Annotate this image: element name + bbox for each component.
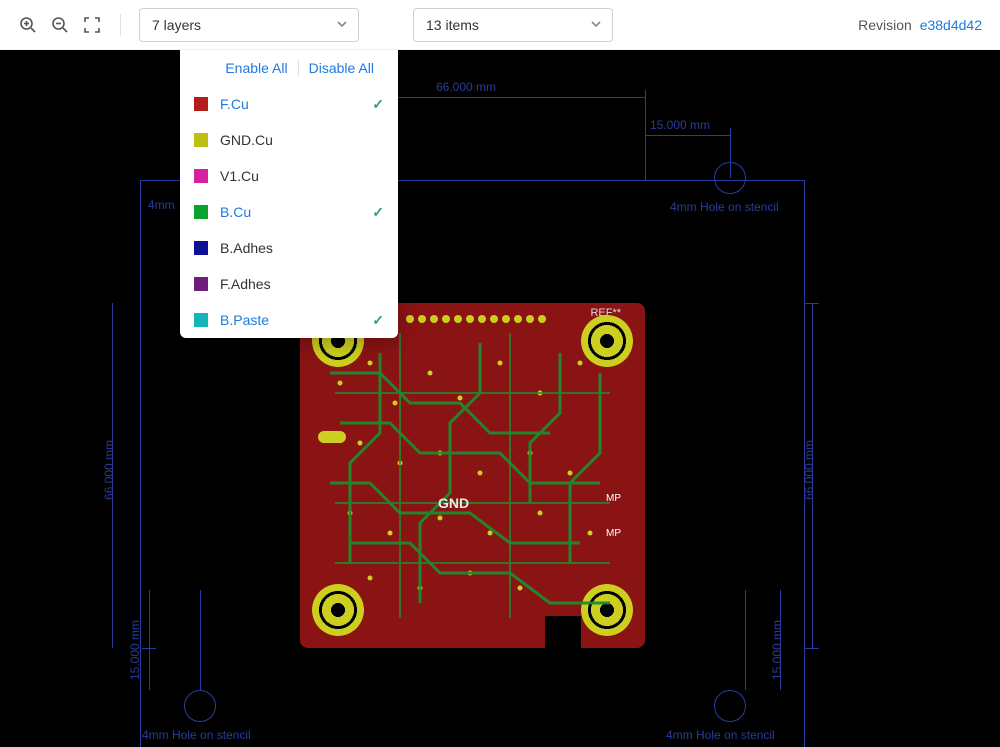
hole-circle [714, 690, 746, 722]
layer-swatch [194, 169, 208, 183]
pcb-board: REF** [300, 303, 645, 648]
dim-line [149, 590, 150, 690]
layer-row[interactable]: B.Adhes✓ [180, 230, 398, 266]
pcb-canvas[interactable]: 66.000 mm 15.000 mm 4mm Hole on stencil … [0, 50, 1000, 747]
layers-dropdown: Enable All Disable All F.Cu✓GND.Cu✓V1.Cu… [180, 50, 398, 338]
layer-label: B.Paste [220, 312, 372, 328]
trace-layer: GND [300, 303, 645, 648]
layer-label: V1.Cu [220, 168, 372, 184]
dim-line [142, 648, 156, 649]
layer-label: B.Cu [220, 204, 372, 220]
check-icon: ✓ [372, 96, 384, 113]
dim-line [645, 135, 730, 136]
zoom-in-icon[interactable] [18, 15, 38, 35]
layer-row[interactable]: B.Paste✓ [180, 302, 398, 338]
layer-row[interactable]: F.Cu✓ [180, 86, 398, 122]
check-icon: ✓ [372, 312, 384, 329]
layer-label: B.Adhes [220, 240, 372, 256]
revision: Revision e38d4d42 [858, 17, 982, 33]
disable-all-button[interactable]: Disable All [299, 60, 384, 76]
dim-line [805, 303, 819, 304]
dim-br: 15.000 mm [770, 620, 784, 680]
layer-swatch [194, 133, 208, 147]
dim-line [730, 162, 731, 178]
layers-select-label: 7 layers [152, 17, 201, 33]
layer-swatch [194, 205, 208, 219]
dim-right: 66.000 mm [802, 440, 816, 500]
dim-line [200, 590, 201, 690]
layer-row[interactable]: V1.Cu✓ [180, 158, 398, 194]
mp-label: MP [606, 528, 621, 539]
layer-label: F.Adhes [220, 276, 372, 292]
dim-line [805, 648, 819, 649]
dim-bl: 15.000 mm [128, 620, 142, 680]
hole-label: 4mm Hole on stencil [142, 728, 251, 742]
dim-left: 66.000 mm [102, 440, 116, 500]
revision-link[interactable]: e38d4d42 [920, 17, 982, 33]
layers-select[interactable]: 7 layers [139, 8, 359, 42]
layer-swatch [194, 241, 208, 255]
dim-tr: 15.000 mm [650, 118, 710, 132]
dim-top: 66.000 mm [436, 80, 496, 94]
dropdown-actions: Enable All Disable All [180, 50, 398, 86]
toolbar: 7 layers 13 items Revision e38d4d42 [0, 0, 1000, 50]
hole-label: 4mm Hole on stencil [666, 728, 775, 742]
chevron-down-icon [590, 17, 602, 33]
items-select[interactable]: 13 items [413, 8, 613, 42]
dim-line [745, 590, 746, 690]
layer-row[interactable]: B.Cu✓ [180, 194, 398, 230]
hole-circle [184, 690, 216, 722]
chevron-down-icon [336, 17, 348, 33]
revision-label: Revision [858, 17, 912, 33]
dim-line [730, 128, 731, 164]
layer-swatch [194, 277, 208, 291]
hole-label: 4mm Hole on stencil [670, 200, 779, 214]
enable-all-button[interactable]: Enable All [215, 60, 297, 76]
layer-swatch [194, 97, 208, 111]
mp-label: MP [606, 493, 621, 504]
dim-4mm: 4mm [148, 198, 175, 212]
layer-label: F.Cu [220, 96, 372, 112]
zoom-out-icon[interactable] [50, 15, 70, 35]
layer-label: GND.Cu [220, 132, 372, 148]
divider [120, 14, 121, 36]
check-icon: ✓ [372, 204, 384, 221]
layer-swatch [194, 313, 208, 327]
layer-row[interactable]: F.Adhes✓ [180, 266, 398, 302]
items-select-label: 13 items [426, 17, 479, 33]
fullscreen-icon[interactable] [82, 15, 102, 35]
layer-row[interactable]: GND.Cu✓ [180, 122, 398, 158]
gnd-text: GND [438, 495, 469, 511]
